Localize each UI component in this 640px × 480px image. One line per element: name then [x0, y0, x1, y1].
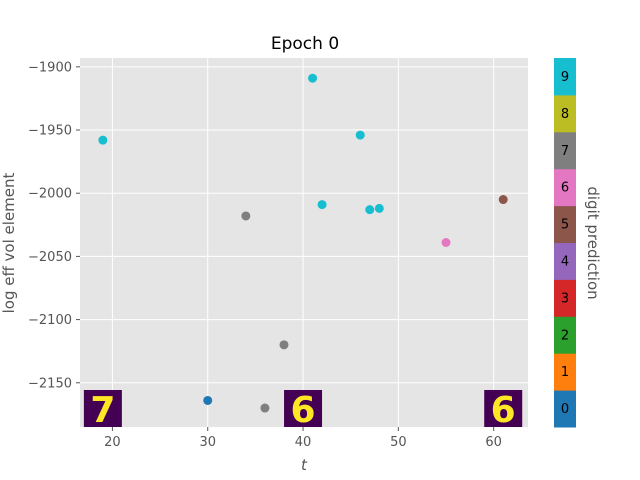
colorbar-segment: [554, 94, 576, 133]
thumbnail-digit-glyph: 6: [491, 390, 516, 431]
colorbar-tick-label: 6: [561, 181, 569, 196]
x-tick-label: 50: [390, 435, 407, 450]
colorbar-tick-label: 3: [561, 291, 569, 306]
scatter-point: [260, 403, 270, 413]
colorbar-tick-label: 8: [561, 107, 569, 122]
y-tick-label: −2100: [28, 313, 72, 328]
x-axis-label: t: [301, 456, 308, 474]
y-tick-label: −1950: [28, 124, 72, 139]
y-tick-label: −2000: [28, 187, 72, 202]
colorbar-segment: [554, 390, 576, 428]
colorbar-label: digit prediction: [584, 186, 602, 299]
thumbnail-background: [484, 390, 523, 427]
colorbar-tick-label: 7: [561, 144, 569, 159]
colorbar-tick-label: 4: [561, 254, 569, 269]
y-tick-labels: −1900 −1950 −2000 −2050 −2100 −2150: [28, 60, 80, 391]
x-tick-label: 60: [485, 435, 502, 450]
scatter-point: [317, 200, 327, 210]
colorbar-segment: [554, 58, 576, 96]
colorbar-segment: [554, 205, 576, 243]
colorbar-segment: [554, 168, 576, 207]
scatter-point: [355, 130, 365, 140]
colorbar-segment: [554, 353, 576, 391]
data-points: [98, 73, 508, 413]
x-tick-labels: 20 30 40 50 60: [104, 427, 502, 450]
scatter-point: [241, 211, 251, 221]
colorbar-segment: [554, 316, 576, 354]
colorbar-segment: [554, 279, 576, 317]
colorbar-tick-label: 0: [561, 402, 569, 417]
y-tick-label: −2050: [28, 250, 72, 265]
colorbar-segment: [554, 131, 576, 170]
chart-title: Epoch 0: [271, 34, 339, 54]
scatter-point: [374, 203, 384, 213]
thumbnail-background: [83, 390, 122, 427]
digit-thumbnail: 6: [284, 390, 323, 431]
colorbar-tick-label: 2: [561, 328, 569, 343]
scatter-point: [308, 73, 318, 83]
colorbar-tick-label: 5: [561, 218, 569, 233]
thumbnail-digit-glyph: 6: [291, 390, 316, 431]
digit-thumbnails: 7 6 6: [83, 390, 523, 431]
scatter-point: [203, 395, 213, 405]
thumbnail-background: [284, 390, 323, 427]
scatter-point: [365, 205, 375, 215]
scatter-point: [498, 195, 508, 205]
plot-area: [80, 58, 528, 427]
colorbar-segment: [554, 242, 576, 280]
scatter-point: [98, 135, 108, 145]
colorbar-tick-label: 9: [561, 70, 569, 85]
digit-thumbnail: 6: [484, 390, 523, 431]
thumbnail-digit-glyph: 7: [90, 390, 115, 431]
digit-thumbnail: 7: [83, 390, 122, 431]
scatter-point: [279, 340, 289, 350]
y-tick-label: −2150: [28, 376, 72, 391]
x-tick-label: 40: [295, 435, 312, 450]
y-tick-label: −1900: [28, 60, 72, 75]
y-axis-label: log eff vol element: [0, 172, 18, 313]
colorbar: 0 1 2 3 4 5 6 7 8 9: [554, 58, 576, 428]
grid-lines: [80, 58, 528, 427]
x-tick-label: 20: [104, 435, 121, 450]
colorbar-tick-label: 1: [561, 365, 569, 380]
x-tick-label: 30: [199, 435, 216, 450]
scatter-point: [441, 238, 451, 247]
